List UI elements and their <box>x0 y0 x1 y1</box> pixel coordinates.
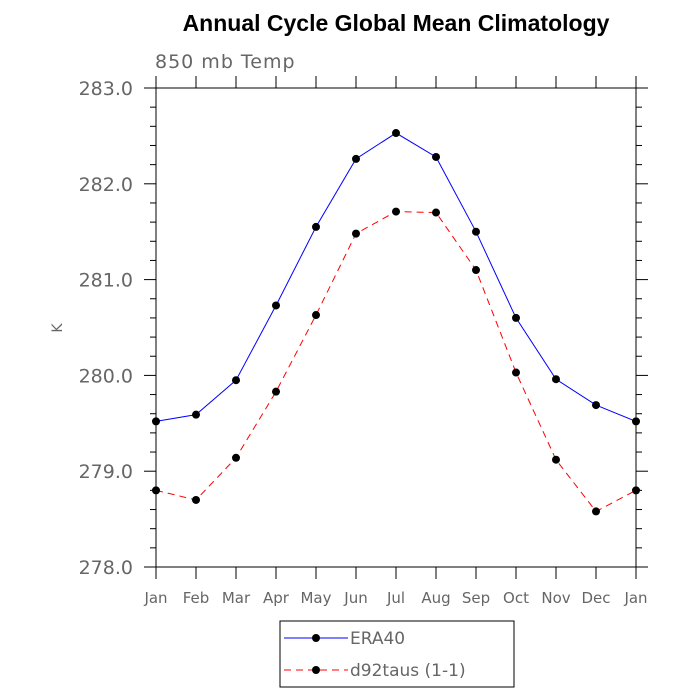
series-1-point <box>472 227 480 236</box>
x-axis-ticks: Jan Feb Mar Apr May Jun Jul Aug Sep Oct Nov Dec Jan <box>143 76 648 607</box>
series-2-point <box>152 486 160 495</box>
y-tick-label: 282.0 <box>79 174 133 196</box>
x-tick-label: May <box>300 589 331 607</box>
series-line-2 <box>155 211 637 513</box>
series-2-point <box>392 207 400 216</box>
x-tick-label: Jan <box>143 589 167 607</box>
x-tick-label: Sep <box>462 589 490 607</box>
x-tick-label: Jul <box>386 589 405 607</box>
series-1-point <box>192 410 200 419</box>
x-tick-label: Apr <box>263 589 290 607</box>
series-line-1 <box>155 132 637 422</box>
series-layer <box>152 129 640 516</box>
series-2-point <box>312 311 320 320</box>
series-2-point <box>432 208 440 217</box>
y-tick-label: 278.0 <box>79 557 133 579</box>
series-2-point <box>552 455 560 464</box>
y-tick-label: 280.0 <box>79 365 133 387</box>
x-tick-label: Jun <box>343 589 367 607</box>
chart-subtitle: 850 mb Temp <box>155 51 296 73</box>
series-2-point <box>472 266 480 275</box>
series-1-point <box>512 313 520 322</box>
series-1-point <box>552 375 560 384</box>
series-1-point <box>592 401 600 410</box>
x-tick-label: Aug <box>421 589 450 607</box>
series-2-point <box>592 507 600 516</box>
plot-frame <box>155 87 637 568</box>
series-1-point <box>352 154 360 163</box>
series-2-point <box>272 387 280 396</box>
legend-label-1: ERA40 <box>350 629 405 649</box>
legend: ERA40 d92taus (1-1) <box>279 620 515 688</box>
series-1-point <box>232 376 240 385</box>
series-2-point <box>512 368 520 377</box>
series-2-point <box>232 453 240 462</box>
x-tick-label: Jan <box>623 589 647 607</box>
series-2-point <box>192 495 200 504</box>
series-1-point <box>312 222 320 231</box>
y-tick-label: 283.0 <box>79 78 133 100</box>
x-tick-label: Mar <box>222 589 251 607</box>
y-axis-ticks: 278.0 279.0 280.0 281.0 282.0 283.0 <box>79 78 648 579</box>
x-tick-label: Nov <box>541 589 570 607</box>
legend-label-2: d92taus (1-1) <box>350 661 466 681</box>
y-axis-label: K <box>50 323 66 333</box>
legend-marker-2 <box>312 666 320 674</box>
series-1-point <box>632 417 640 426</box>
series-1-point <box>152 417 160 426</box>
x-tick-label: Dec <box>581 589 610 607</box>
x-tick-label: Oct <box>503 589 529 607</box>
y-tick-label: 281.0 <box>79 270 133 292</box>
series-2-point <box>632 486 640 495</box>
chart-title: Annual Cycle Global Mean Climatology <box>183 10 610 36</box>
series-2-point <box>352 229 360 238</box>
y-tick-label: 279.0 <box>79 461 133 483</box>
series-1-point <box>272 301 280 310</box>
legend-box <box>279 620 515 688</box>
x-tick-label: Feb <box>183 589 210 607</box>
legend-marker-1 <box>312 634 320 642</box>
series-1-point <box>432 152 440 161</box>
series-1-point <box>392 129 400 138</box>
